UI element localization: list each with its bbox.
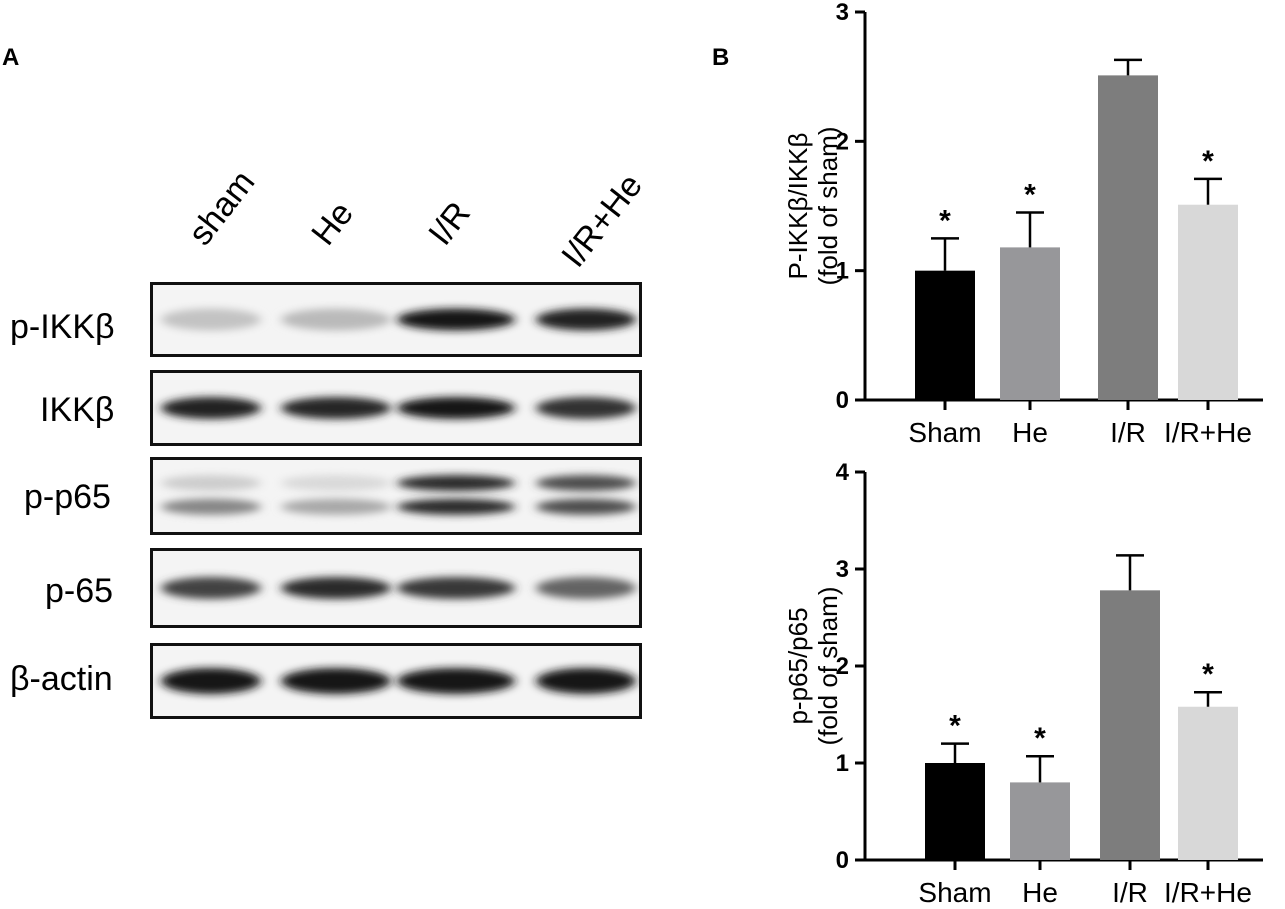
panel-label-b: B bbox=[712, 44, 730, 71]
bar-chart-p-ikkb: 0 1 2 3 P-IKKβ/IKKβ (fold of sham) * Sham * He I/R… bbox=[783, 0, 1263, 448]
blot-band bbox=[536, 498, 636, 515]
blot-band bbox=[536, 475, 636, 492]
significance-marker: * bbox=[1202, 658, 1214, 691]
blot-strip-p-p65 bbox=[150, 457, 642, 535]
bar bbox=[915, 270, 975, 400]
lane-label-ir: I/R bbox=[421, 194, 478, 253]
blot-strip-p-65 bbox=[150, 548, 642, 628]
significance-marker: * bbox=[1034, 722, 1046, 755]
blot-band bbox=[536, 577, 636, 599]
blot-band bbox=[397, 475, 515, 492]
y-tick-label: 3 bbox=[836, 0, 849, 26]
lane-label-ir-he: I/R+He bbox=[554, 166, 650, 275]
y-tick-label: 0 bbox=[836, 847, 849, 874]
blot-row-label: p-p65 bbox=[24, 478, 111, 516]
x-tick-label: I/R+He bbox=[1164, 877, 1252, 908]
blot-row-label: β-actin bbox=[10, 660, 113, 698]
x-tick-label: He bbox=[1012, 417, 1048, 448]
bar bbox=[1000, 247, 1060, 400]
significance-marker: * bbox=[1024, 178, 1036, 211]
blot-band bbox=[281, 668, 391, 694]
blot-band bbox=[397, 397, 515, 419]
y-tick-label: 0 bbox=[836, 387, 849, 414]
significance-marker: * bbox=[1202, 145, 1214, 178]
bar bbox=[1100, 590, 1160, 860]
x-tick-label: Sham bbox=[918, 877, 991, 908]
y-axis-label: p-p65/p65 bbox=[783, 607, 813, 724]
blot-strip-ikkb bbox=[150, 370, 642, 446]
blot-row-label: IKKβ bbox=[40, 391, 115, 429]
x-tick-label: He bbox=[1022, 877, 1058, 908]
blot-band bbox=[161, 668, 261, 694]
blot-strip-p-ikkb bbox=[150, 282, 642, 357]
y-tick-label: 4 bbox=[836, 460, 850, 486]
blot-band bbox=[536, 308, 636, 331]
lane-label-sham: sham bbox=[181, 163, 263, 253]
blot-row-label: p-65 bbox=[45, 572, 114, 610]
y-tick-label: 3 bbox=[836, 556, 849, 583]
significance-marker: * bbox=[939, 204, 951, 237]
blot-band bbox=[281, 308, 391, 331]
bar-chart-p-p65: 0 1 2 3 4 p-p65/p65 (fold of sham) * Sham * He I/R *… bbox=[783, 460, 1263, 908]
x-tick-label: I/R bbox=[1110, 417, 1146, 448]
bar bbox=[1178, 706, 1238, 860]
blot-band bbox=[161, 475, 261, 492]
blot-band bbox=[536, 397, 636, 419]
y-tick-label: 2 bbox=[836, 653, 849, 680]
blot-band bbox=[161, 498, 261, 515]
blot-band bbox=[161, 397, 261, 419]
blot-band bbox=[161, 308, 261, 331]
blot-band bbox=[397, 498, 515, 515]
bar bbox=[1010, 782, 1070, 860]
y-axis-label: (fold of sham) bbox=[813, 127, 843, 286]
y-axis-label: P-IKKβ/IKKβ bbox=[783, 133, 813, 280]
blot-band bbox=[281, 498, 391, 515]
blot-band bbox=[397, 308, 515, 331]
panel-label-a: A bbox=[2, 44, 20, 71]
x-tick-label: I/R bbox=[1112, 877, 1148, 908]
y-tick-label: 1 bbox=[836, 750, 849, 777]
blot-band bbox=[536, 668, 636, 694]
significance-marker: * bbox=[949, 710, 961, 743]
blot-band bbox=[281, 397, 391, 419]
bar bbox=[1098, 75, 1158, 400]
blot-band bbox=[397, 668, 515, 694]
y-tick-label: 2 bbox=[836, 128, 849, 155]
bar bbox=[925, 763, 985, 860]
y-tick-label: 1 bbox=[836, 258, 849, 285]
blot-band bbox=[281, 577, 391, 599]
lane-label-he: He bbox=[304, 194, 361, 253]
blot-band bbox=[281, 475, 391, 492]
blot-band bbox=[397, 577, 515, 599]
y-axis-label: (fold of sham) bbox=[813, 587, 843, 746]
blot-band bbox=[161, 577, 261, 599]
x-tick-label: I/R+He bbox=[1164, 417, 1252, 448]
bar bbox=[1178, 204, 1238, 400]
blot-row-label: p-IKKβ bbox=[10, 308, 115, 346]
blot-strip-b-actin bbox=[150, 643, 642, 719]
x-tick-label: Sham bbox=[908, 417, 981, 448]
